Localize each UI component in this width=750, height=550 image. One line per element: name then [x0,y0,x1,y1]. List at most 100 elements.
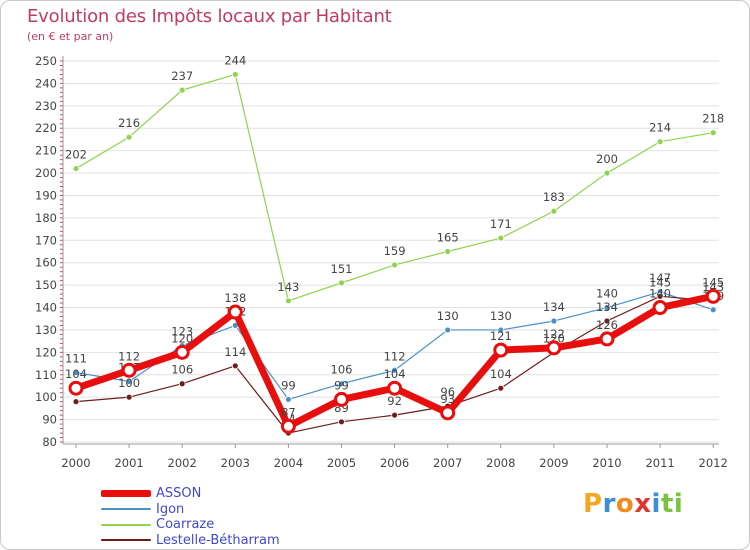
data-label-igon: 130 [490,309,512,323]
y-tick-label: 180 [35,211,57,225]
y-tick-label: 170 [35,233,57,247]
data-point-coarraze [284,297,292,305]
data-point-asson [68,380,84,396]
data-point-igon [709,306,717,314]
legend-swatch-lestelle [101,539,151,542]
data-label-lestelle-b-tharram: 120 [543,331,565,345]
data-label-asson: 120 [171,331,193,345]
data-point-igon [125,378,133,385]
data-label-lestelle-b-tharram: 92 [387,394,402,408]
data-label-asson: 138 [224,291,246,305]
data-label-igon: 147 [649,271,671,285]
data-label-asson: 122 [543,327,565,341]
data-point-coarraze [444,248,452,255]
data-point-igon [603,304,611,311]
y-tick-label: 230 [35,99,57,113]
y-tick-label: 220 [35,121,57,135]
data-point-igon [444,326,452,334]
data-point-lestelle-b-tharram [391,411,399,419]
data-label-igon: 134 [543,300,565,314]
data-point-coarraze [391,261,399,269]
data-point-coarraze [338,279,345,287]
legend-label-lestelle: Lestelle-Bétharram [156,532,280,548]
y-tick-label: 240 [35,76,57,90]
y-tick-label: 210 [35,144,57,158]
data-label-lestelle-b-tharram: 100 [118,376,140,390]
data-point-coarraze [550,207,558,215]
logo-letter: t [660,489,674,519]
logo-letter: i [651,489,661,519]
data-point-lestelle-b-tharram [178,380,186,388]
data-label-lestelle-b-tharram: 106 [171,363,193,377]
data-point-lestelle-b-tharram [497,384,505,392]
data-label-coarraze: 216 [118,116,140,130]
y-tick-label: 190 [35,188,57,202]
data-point-asson [121,362,137,378]
data-label-asson: 104 [65,367,87,381]
chart-subtitle: (en € et par an) [27,30,114,43]
data-point-asson [546,340,562,356]
data-label-coarraze: 244 [224,53,246,67]
legend-label-coarraze: Coarraze [156,517,215,533]
data-point-igon [497,326,505,334]
y-tick-label: 140 [35,301,57,315]
legend-swatch-asson [101,490,151,498]
data-label-coarraze: 183 [543,190,565,204]
logo-letter: i [673,489,684,519]
x-tick-label: 2004 [274,456,303,470]
data-point-asson [705,288,721,304]
data-point-asson [174,344,190,360]
legend-swatch-coarraze [101,523,151,526]
y-tick-label: 130 [35,323,57,337]
data-label-asson: 93 [440,392,455,406]
data-point-asson [652,300,668,316]
chart-title: Evolution des Impôts locaux par Habitant [27,6,392,27]
data-label-coarraze: 159 [384,244,406,258]
data-point-igon [72,369,80,376]
data-point-lestelle-b-tharram [656,292,664,300]
legend-item-coarraze: Coarraze [101,517,280,533]
data-point-asson [599,331,615,347]
data-label-lestelle-b-tharram: 134 [596,300,618,314]
data-label-igon: 130 [437,309,459,323]
data-label-asson: 145 [702,275,724,289]
x-tick-label: 2012 [699,456,728,470]
data-label-coarraze: 171 [490,217,512,231]
data-label-coarraze: 237 [171,69,193,83]
data-label-igon: 123 [171,325,193,339]
data-label-asson: 121 [490,329,512,343]
logo-letter: o [615,489,635,519]
legend-item-igon: Igon [101,502,280,518]
data-point-igon [550,317,558,325]
x-tick-label: 2000 [61,456,90,470]
data-label-lestelle-b-tharram: 145 [649,275,671,289]
data-label-lestelle-b-tharram: 96 [440,385,455,399]
x-tick-label: 2005 [327,456,356,470]
data-label-igon: 112 [384,349,406,363]
data-point-lestelle-b-tharram [603,317,611,325]
x-tick-label: 2008 [486,456,515,470]
data-point-lestelle-b-tharram [72,398,80,406]
data-label-lestelle-b-tharram: 143 [702,280,724,294]
data-point-coarraze [125,133,133,141]
y-tick-label: 90 [42,413,57,427]
data-point-lestelle-b-tharram [231,362,239,370]
data-point-igon [391,366,399,374]
data-label-asson: 126 [596,318,618,332]
data-label-coarraze: 218 [702,112,724,126]
data-label-coarraze: 202 [65,148,87,162]
logo-letter: P [583,489,603,519]
data-label-igon: 140 [596,287,618,301]
data-point-coarraze [603,169,611,177]
legend-item-asson: ASSON [101,486,280,502]
data-label-igon: 99 [281,378,296,392]
y-tick-label: 110 [35,368,57,382]
data-point-coarraze [709,129,717,137]
data-label-coarraze: 151 [331,262,353,276]
data-point-asson [334,391,349,407]
data-label-asson: 140 [649,287,671,301]
logo-letter: r [602,489,616,519]
data-label-lestelle-b-tharram: 114 [224,345,246,359]
data-point-asson [440,405,456,421]
